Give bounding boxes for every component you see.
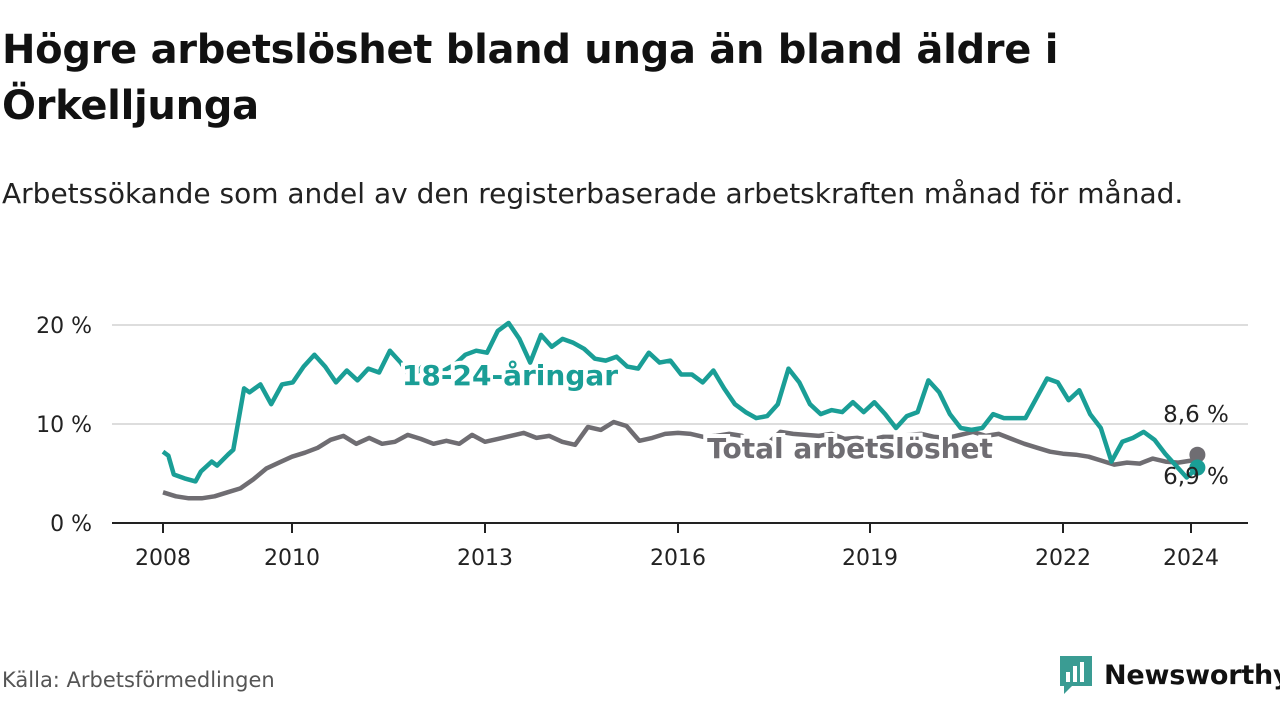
x-tick-label: 2024 — [1163, 546, 1219, 571]
end-markers: 8,6 % 6,9 % — [1163, 402, 1229, 490]
series-lines — [161, 320, 1199, 501]
inline-series-label: Total arbetslöshet — [707, 432, 993, 465]
x-tick-label: 2008 — [135, 546, 191, 571]
end-point-marker — [1189, 459, 1206, 476]
chart-title: Högre arbetslöshet bland unga än bland ä… — [2, 27, 1059, 129]
inline-series-label: 18-24-åringar — [402, 359, 618, 392]
x-tick-label: 2019 — [842, 546, 898, 571]
series-line-18-24 — [161, 320, 1199, 484]
inline-labels: 18-24-åringar Total arbetslöshet — [398, 355, 997, 469]
x-tick-label: 2010 — [264, 546, 320, 571]
brand-logo: Newsworthy — [1058, 654, 1280, 696]
x-tick-label: 2016 — [650, 546, 706, 571]
gridlines — [112, 324, 1248, 425]
y-tick-label: 10 % — [36, 413, 92, 438]
end-value-label-18-24: 8,6 % — [1163, 402, 1229, 428]
y-axis-ticks: 0 % 10 % 20 % — [36, 314, 92, 537]
x-tick-label: 2022 — [1035, 546, 1091, 571]
chart-subtitle: Arbetssökande som andel av den registerb… — [2, 177, 1184, 210]
newsworthy-logo-icon — [1060, 656, 1092, 694]
series-line-total — [162, 419, 1199, 501]
x-tick-label: 2013 — [457, 546, 513, 571]
y-tick-label: 20 % — [36, 314, 92, 339]
source-note: Källa: Arbetsförmedlingen — [2, 668, 275, 692]
end-point-marker — [1189, 446, 1206, 463]
x-axis-ticks: 2008 2010 2013 2016 2019 2022 2024 — [135, 523, 1219, 571]
end-value-label-total: 6,9 % — [1163, 464, 1229, 490]
y-tick-label: 0 % — [50, 512, 92, 537]
brand-name: Newsworthy — [1104, 659, 1280, 691]
